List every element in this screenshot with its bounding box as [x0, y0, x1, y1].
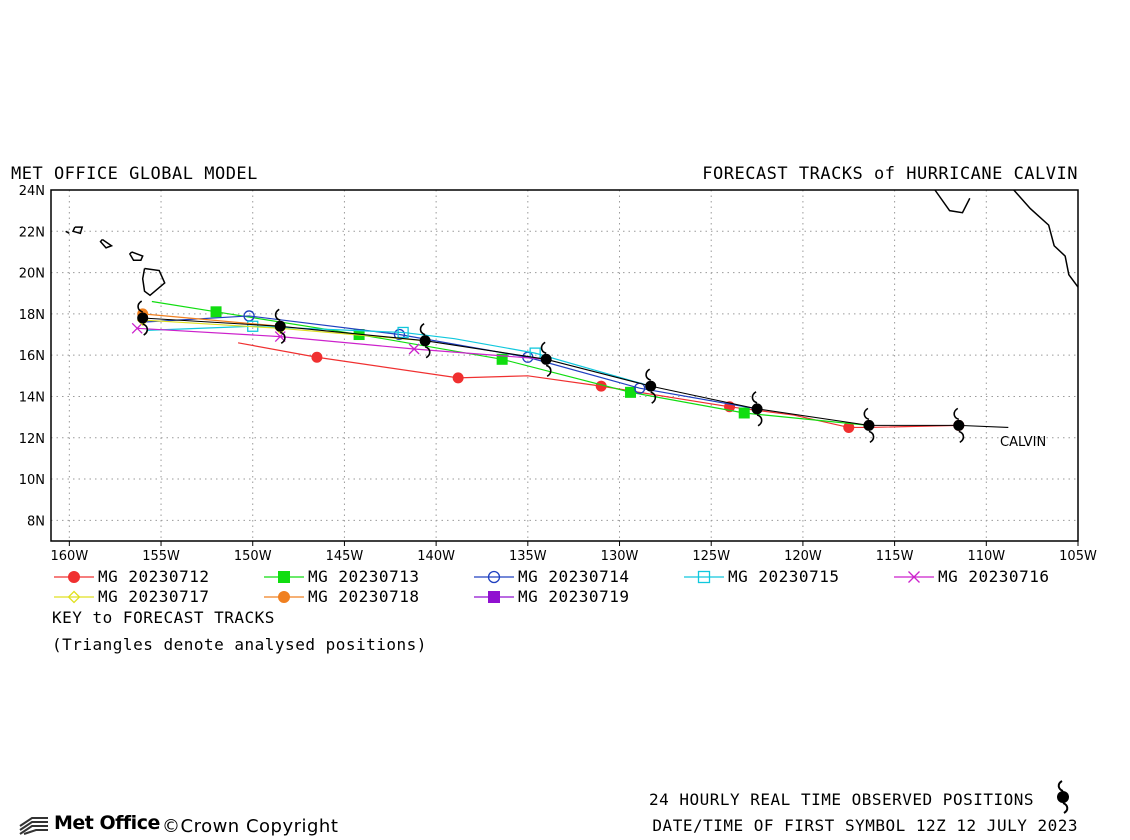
- observed-positions-note: 24 HOURLY REAL TIME OBSERVED POSITIONS: [648, 790, 1034, 809]
- lat-tick-label: 16N: [19, 349, 45, 364]
- legend-swatch: [894, 571, 934, 583]
- baja-california-tip: [934, 189, 971, 214]
- lon-tick-label: 135W: [509, 549, 547, 564]
- track-marker: [697, 570, 711, 584]
- forecast-track-line: [237, 342, 959, 429]
- forecast-track: [146, 320, 651, 387]
- track-marker: [210, 306, 222, 318]
- lon-tick-label: 125W: [692, 549, 730, 564]
- maui-island: [128, 251, 144, 261]
- legend-label: MG 20230715: [728, 567, 840, 586]
- lon-tick-label: 140W: [417, 549, 455, 564]
- track-marker: [625, 386, 637, 398]
- lat-tick-label: 24N: [19, 184, 45, 199]
- lat-tick-label: 20N: [19, 267, 45, 282]
- track-marker: [397, 326, 409, 339]
- lon-tick-label: 105W: [1059, 549, 1097, 564]
- track-marker: [311, 351, 323, 363]
- track-marker: [908, 571, 920, 583]
- mexico-coast: [1013, 189, 1079, 288]
- lon-tick-label: 150W: [234, 549, 272, 564]
- track-marker: [452, 372, 464, 384]
- oahu-island: [99, 238, 114, 249]
- track-marker: [131, 322, 143, 334]
- hurricane-symbol-icon: [863, 407, 875, 444]
- map-frame-border: [50, 189, 1079, 542]
- map-right-title: FORECAST TRACKS of HURRICANE CALVIN: [702, 164, 1078, 184]
- track-marker: [278, 591, 290, 603]
- legend-key-title: KEY to FORECAST TRACKS: [52, 608, 275, 627]
- forecast-track-line: [142, 315, 758, 410]
- forecast-track-line: [142, 313, 281, 327]
- map-frame: [50, 189, 1079, 542]
- forecast-track: [237, 342, 965, 433]
- track-marker: [488, 591, 500, 603]
- track-marker: [67, 590, 81, 604]
- legend-label: MG 20230714: [518, 567, 630, 586]
- lon-tick-label: 110W: [967, 549, 1005, 564]
- legend-label: MG 20230712: [98, 567, 210, 586]
- track-marker: [408, 343, 420, 355]
- copyright-text: ©Crown Copyright: [162, 816, 339, 837]
- hawaii-big-island: [141, 267, 166, 297]
- lon-tick-label: 120W: [784, 549, 822, 564]
- legend-swatch: [474, 591, 514, 603]
- hurricane-symbol-icon: [645, 368, 657, 404]
- hurricane-symbol-icon: [751, 391, 763, 427]
- lon-tick-label: 115W: [876, 549, 914, 564]
- coastlines: [65, 189, 1079, 297]
- legend-label: MG 20230713: [308, 567, 420, 586]
- lon-tick-label: 130W: [601, 549, 639, 564]
- track-marker: [738, 407, 750, 419]
- observed-positions: [137, 300, 1009, 444]
- map-left-title: MET OFFICE GLOBAL MODEL: [11, 164, 258, 184]
- track-marker: [487, 570, 501, 584]
- legend-swatch: [54, 571, 94, 583]
- legend-label: MG 20230716: [938, 567, 1050, 586]
- legend-label: MG 20230717: [98, 587, 210, 606]
- lon-tick-label: 145W: [326, 549, 364, 564]
- track-marker: [496, 353, 508, 365]
- track-marker: [393, 328, 406, 341]
- hurricane-symbol-icon: [419, 323, 431, 359]
- lon-tick-label: 160W: [51, 549, 89, 564]
- forecast-track-line: [137, 327, 547, 360]
- lat-tick-label: 18N: [19, 308, 45, 323]
- forecast-track-line: [146, 325, 651, 387]
- hurricane-symbol-icon: [274, 308, 286, 344]
- hurricane-symbol-icon: [1057, 780, 1069, 814]
- hurricane-symbol-icon: [137, 300, 149, 336]
- storm-label: CALVIN: [1000, 435, 1046, 450]
- legend-label: MG 20230718: [308, 587, 420, 606]
- legend-swatch: [264, 571, 304, 583]
- observed-track-line: [142, 317, 1009, 428]
- legend-key-note: (Triangles denote analysed positions): [52, 635, 427, 654]
- hurricane-symbol-icon: [540, 341, 552, 377]
- lat-tick-label: 22N: [19, 225, 45, 240]
- map-grid: [51, 189, 1079, 541]
- hurricane-symbol-icon: [953, 407, 965, 444]
- legend-swatch: [54, 590, 94, 604]
- axis-tick-labels: 160W 155W 150W 145W 140W 135W 130W 125W 120W 115W…: [19, 184, 1097, 564]
- niihau-island: [65, 230, 70, 235]
- lat-tick-label: 8N: [27, 514, 45, 529]
- legend-label: MG 20230719: [518, 587, 630, 606]
- track-marker: [68, 571, 80, 583]
- lat-tick-label: 14N: [19, 390, 45, 405]
- met-office-logo-icon: [19, 817, 48, 835]
- legend-swatch: [474, 570, 514, 584]
- forecast-track: [131, 322, 547, 360]
- met-office-logo-text: Met Office: [54, 812, 160, 834]
- lat-tick-label: 12N: [19, 432, 45, 447]
- lon-tick-label: 155W: [142, 549, 180, 564]
- legend-swatch: [684, 570, 724, 584]
- track-marker: [278, 571, 290, 583]
- first-symbol-date-note: DATE/TIME OF FIRST SYMBOL 12Z 12 JULY 20…: [652, 816, 1078, 835]
- kauai-island: [71, 226, 84, 235]
- lat-tick-label: 10N: [19, 473, 45, 488]
- legend-swatch: [264, 591, 304, 603]
